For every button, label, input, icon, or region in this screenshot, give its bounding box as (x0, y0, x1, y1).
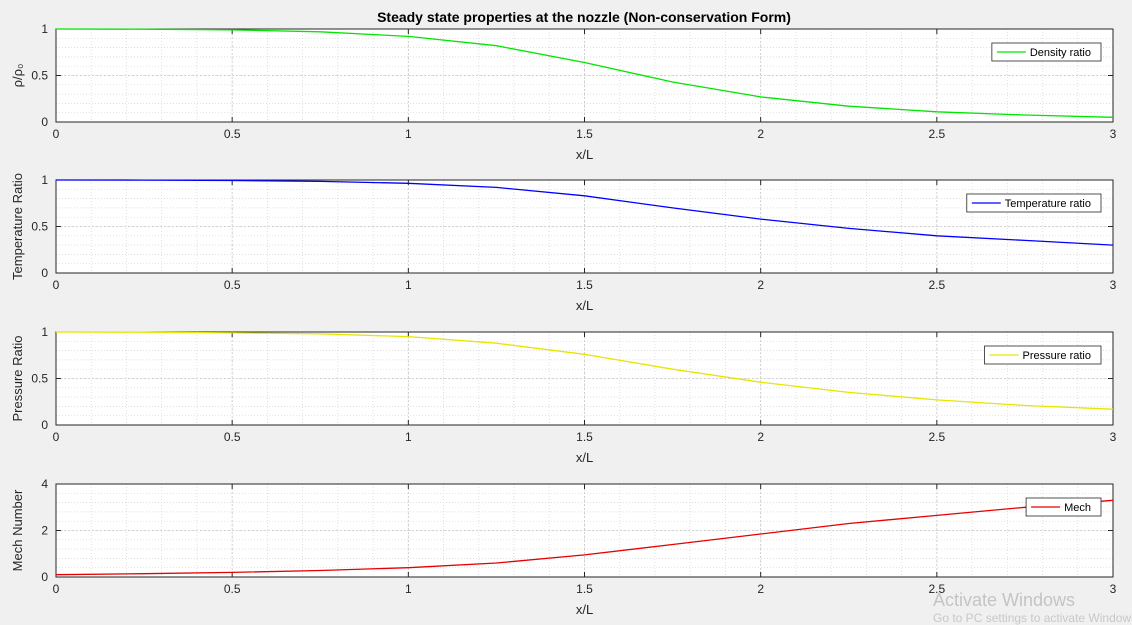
y-tick-label: 1 (41, 22, 48, 36)
legend-label: Mech (1064, 502, 1091, 514)
series-line (55, 28, 1114, 118)
x-axis-label: x/L (576, 298, 593, 313)
x-tick-label: 0 (53, 430, 60, 444)
legend: Mech (1025, 497, 1102, 517)
y-tick-label: 1 (41, 325, 48, 339)
legend: Pressure ratio (984, 345, 1102, 365)
x-tick-label: 2.5 (928, 430, 945, 444)
y-tick-label: 0 (41, 115, 48, 129)
y-axis-label: Mech Number (10, 489, 25, 571)
y-axis-label: Temperature Ratio (10, 173, 25, 280)
subplot-3: 0 0.5 1 1.5 2 2.5 3 0 0.5 1 x/L Pressure Ratio Press… (10, 325, 1117, 465)
x-tick-label: 3 (1110, 430, 1117, 444)
x-tick-label: 0.5 (224, 430, 241, 444)
y-tick-label: 0.5 (31, 372, 48, 386)
y-axis-label: ρ/ρ₀ (10, 64, 25, 88)
x-tick-label: 0 (53, 278, 60, 292)
x-axis-label: x/L (576, 602, 593, 617)
x-tick-label: 0.5 (224, 127, 241, 141)
x-tick-label: 0.5 (224, 582, 241, 596)
y-tick-label: 0 (41, 570, 48, 584)
x-tick-label: 1.5 (576, 582, 593, 596)
x-tick-label: 1 (405, 582, 412, 596)
legend-label: Pressure ratio (1023, 350, 1091, 362)
x-tick-label: 3 (1110, 127, 1117, 141)
y-tick-label: 0.5 (31, 69, 48, 83)
x-tick-label: 2 (757, 582, 764, 596)
figure-title: Steady state properties at the nozzle (N… (377, 9, 791, 25)
x-tick-label: 3 (1110, 278, 1117, 292)
x-tick-label: 2.5 (928, 278, 945, 292)
x-tick-label: 2 (757, 278, 764, 292)
legend-box (984, 345, 1102, 365)
series-line (55, 499, 1114, 576)
y-tick-label: 2 (41, 524, 48, 538)
y-tick-label: 0.5 (31, 220, 48, 234)
series-line (55, 179, 1114, 246)
y-tick-label: 1 (41, 173, 48, 187)
x-tick-label: 2 (757, 127, 764, 141)
x-tick-label: 2.5 (928, 582, 945, 596)
legend-box (991, 42, 1102, 62)
x-axis-label: x/L (576, 147, 593, 162)
x-tick-label: 1 (405, 278, 412, 292)
x-tick-label: 1.5 (576, 278, 593, 292)
y-tick-label: 0 (41, 418, 48, 432)
y-axis-label: Pressure Ratio (10, 336, 25, 422)
x-tick-label: 0.5 (224, 278, 241, 292)
y-tick-label: 0 (41, 266, 48, 280)
subplot-1: 0 0.5 1 1.5 2 2.5 3 0 0.5 1 x/L ρ/ρ₀ Density ratio (10, 22, 1117, 162)
legend-label: Temperature ratio (1005, 198, 1091, 210)
activation-watermark-sub: Go to PC settings to activate Windows. (933, 611, 1132, 625)
series-line (55, 331, 1114, 410)
x-tick-label: 1.5 (576, 127, 593, 141)
legend-box (1025, 497, 1102, 517)
legend: Density ratio (991, 42, 1102, 62)
x-tick-label: 3 (1110, 582, 1117, 596)
y-tick-label: 4 (41, 477, 48, 491)
x-tick-label: 0 (53, 127, 60, 141)
subplot-4: 0 0.5 1 1.5 2 2.5 3 0 2 4 x/L Mech Number Mech (10, 477, 1117, 617)
x-tick-label: 1 (405, 430, 412, 444)
x-tick-label: 2.5 (928, 127, 945, 141)
x-tick-label: 1.5 (576, 430, 593, 444)
legend-label: Density ratio (1030, 47, 1091, 59)
x-tick-label: 1 (405, 127, 412, 141)
subplot-2: 0 0.5 1 1.5 2 2.5 3 0 0.5 1 x/L Temperature Ratio Te… (10, 173, 1117, 313)
legend: Temperature ratio (966, 193, 1102, 213)
x-axis-label: x/L (576, 450, 593, 465)
legend-box (966, 193, 1102, 213)
activation-watermark: Activate Windows (933, 590, 1076, 610)
x-tick-label: 0 (53, 582, 60, 596)
x-tick-label: 2 (757, 430, 764, 444)
